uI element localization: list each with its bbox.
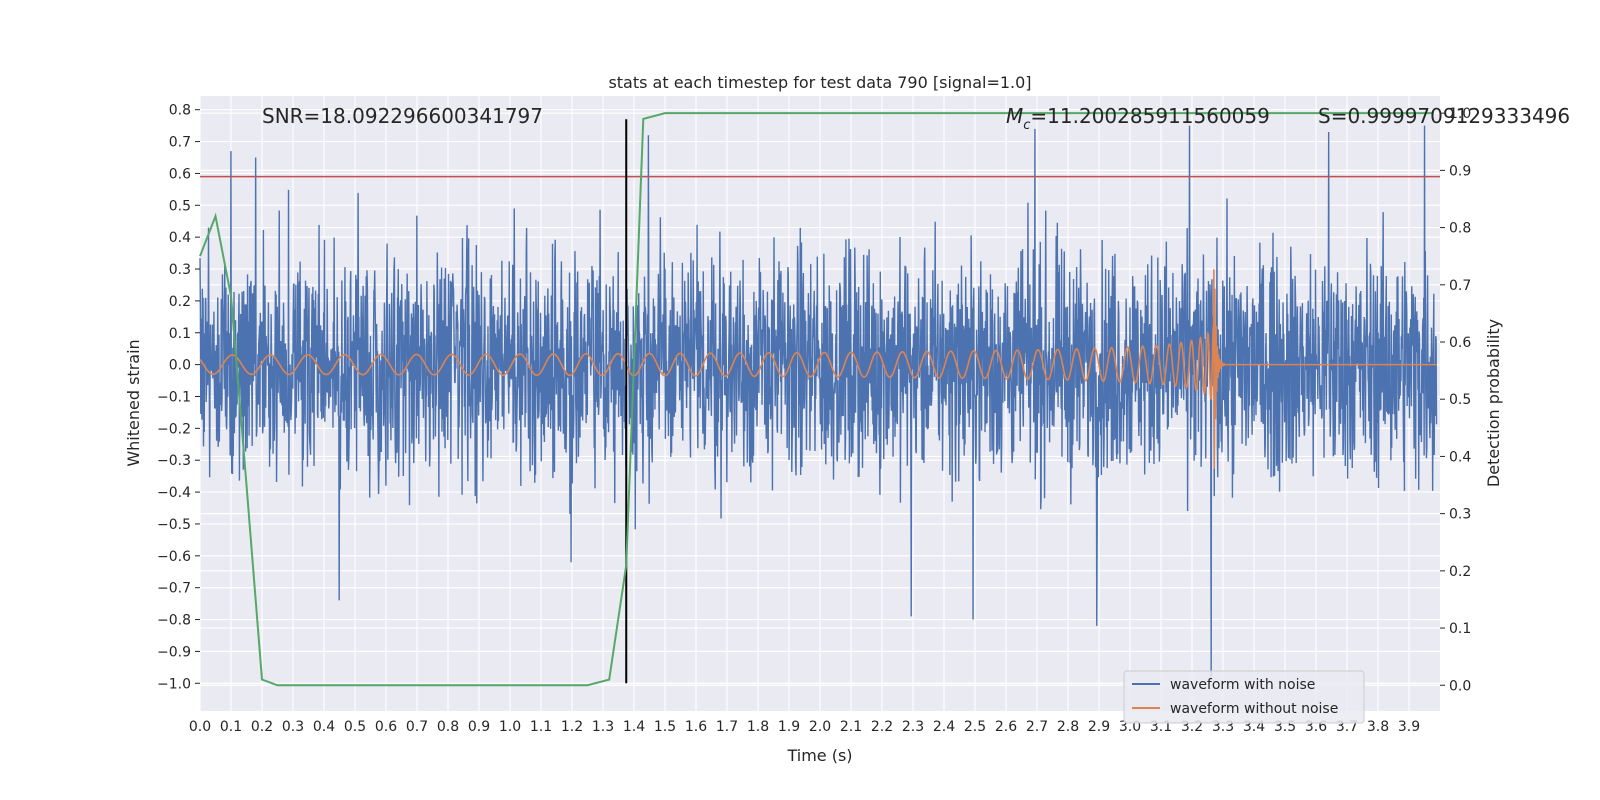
y-tick-label: −0.9 bbox=[157, 644, 191, 660]
x-tick-label: 1.3 bbox=[592, 719, 614, 735]
axes-layer: 0.0 0.1 0.2 0.3 0.4 0.5 0.6 0.7 0.8 0.9 1.0 1.1 1.2 1… bbox=[157, 103, 1471, 735]
y2-tick-label: 0.2 bbox=[1449, 564, 1471, 580]
y-tick-label: 0.6 bbox=[169, 166, 191, 182]
legend-label-noise: waveform with noise bbox=[1170, 677, 1315, 693]
y-tick-label: 0.8 bbox=[169, 103, 191, 119]
x-tick-label: 1.6 bbox=[685, 719, 707, 735]
legend-label-clean: waveform without noise bbox=[1170, 701, 1338, 717]
x-tick-label: 2.0 bbox=[809, 719, 831, 735]
y2-tick-label: 0.9 bbox=[1449, 163, 1471, 179]
x-tick-label: 0.7 bbox=[406, 719, 428, 735]
x-tick-label: 2.9 bbox=[1088, 719, 1110, 735]
x-tick-label: 2.6 bbox=[995, 719, 1017, 735]
x-tick-label: 0.8 bbox=[437, 719, 459, 735]
x-tick-label: 3.8 bbox=[1367, 719, 1389, 735]
x-tick-label: 1.5 bbox=[654, 719, 676, 735]
y-tick-label: 0.3 bbox=[169, 262, 191, 278]
x-tick-label: 0.0 bbox=[189, 719, 211, 735]
y2-tick-label: 0.0 bbox=[1449, 678, 1471, 694]
y2-tick-label: 0.6 bbox=[1449, 335, 1471, 351]
x-tick-label: 1.8 bbox=[747, 719, 769, 735]
y2-tick-label: 0.3 bbox=[1449, 507, 1471, 523]
x-tick-label: 0.9 bbox=[468, 719, 490, 735]
legend-box bbox=[1123, 670, 1365, 724]
chirp-mass-annotation: Mc=11.200285911560059 bbox=[1006, 104, 1270, 133]
y-tick-label: −0.7 bbox=[157, 581, 191, 597]
x-tick-label: 2.2 bbox=[871, 719, 893, 735]
y-tick-label: −0.5 bbox=[157, 517, 191, 533]
y-tick-label: 0.2 bbox=[169, 294, 191, 310]
y-tick-label: −0.3 bbox=[157, 453, 191, 469]
x-axis-label: Time (s) bbox=[786, 746, 852, 765]
snr-annotation: SNR=18.092296600341797 bbox=[262, 104, 543, 128]
y-tick-label: 0.7 bbox=[169, 135, 191, 151]
y2-axis-label: Detection probability bbox=[1484, 319, 1503, 487]
x-tick-label: 1.0 bbox=[499, 719, 521, 735]
chirp-mass-symbol: M bbox=[1006, 104, 1023, 128]
x-tick-label: 0.4 bbox=[313, 719, 335, 735]
y2-tick-label: 1.0 bbox=[1449, 106, 1471, 122]
noisy-waveform-line bbox=[199, 125, 1438, 677]
x-tick-label: 0.2 bbox=[251, 719, 273, 735]
x-tick-label: 1.7 bbox=[716, 719, 738, 735]
clean-waveform-line bbox=[199, 269, 1437, 469]
x-tick-label: 2.8 bbox=[1057, 719, 1079, 735]
y-tick-label: −0.6 bbox=[157, 549, 191, 565]
y2-tick-label: 0.5 bbox=[1449, 392, 1471, 408]
y-tick-label: −0.1 bbox=[157, 389, 191, 405]
y-tick-label: −0.2 bbox=[157, 421, 191, 437]
y-tick-label: −0.8 bbox=[157, 613, 191, 629]
x-tick-label: 1.9 bbox=[778, 719, 800, 735]
y2-tick-label: 0.7 bbox=[1449, 278, 1471, 294]
y-tick-label: 0.1 bbox=[169, 326, 191, 342]
x-tick-label: 3.9 bbox=[1398, 719, 1420, 735]
x-tick-label: 0.3 bbox=[282, 719, 304, 735]
x-tick-label: 2.7 bbox=[1026, 719, 1048, 735]
x-tick-label: 1.2 bbox=[561, 719, 583, 735]
y2-tick-label: 0.4 bbox=[1449, 449, 1471, 465]
chirp-mass-subscript: c bbox=[1023, 118, 1030, 133]
chart-title: stats at each timestep for test data 790… bbox=[608, 73, 1031, 92]
y-tick-label: −1.0 bbox=[157, 676, 191, 692]
s-annotation: S=0.9999709129333496 bbox=[1318, 104, 1570, 128]
x-tick-label: 2.4 bbox=[933, 719, 955, 735]
x-tick-label: 0.5 bbox=[344, 719, 366, 735]
y-tick-label: −0.4 bbox=[157, 485, 191, 501]
x-tick-label: 0.1 bbox=[220, 719, 242, 735]
x-tick-label: 2.3 bbox=[902, 719, 924, 735]
chirp-mass-value: =11.200285911560059 bbox=[1030, 104, 1269, 128]
x-tick-label: 2.5 bbox=[964, 719, 986, 735]
x-tick-label: 2.1 bbox=[840, 719, 862, 735]
y-tick-label: 0.0 bbox=[169, 358, 191, 374]
y2-tick-label: 0.8 bbox=[1449, 221, 1471, 237]
legend: waveform with noise waveform without noi… bbox=[1123, 670, 1365, 724]
y-axis-label: Whitened strain bbox=[124, 339, 143, 466]
x-tick-label: 1.1 bbox=[530, 719, 552, 735]
y-tick-label: 0.5 bbox=[169, 198, 191, 214]
y-tick-label: 0.4 bbox=[169, 230, 191, 246]
x-tick-label: 0.6 bbox=[375, 719, 397, 735]
y2-tick-label: 0.1 bbox=[1449, 621, 1471, 637]
x-tick-label: 1.4 bbox=[623, 719, 645, 735]
data-layer bbox=[199, 112, 1440, 687]
